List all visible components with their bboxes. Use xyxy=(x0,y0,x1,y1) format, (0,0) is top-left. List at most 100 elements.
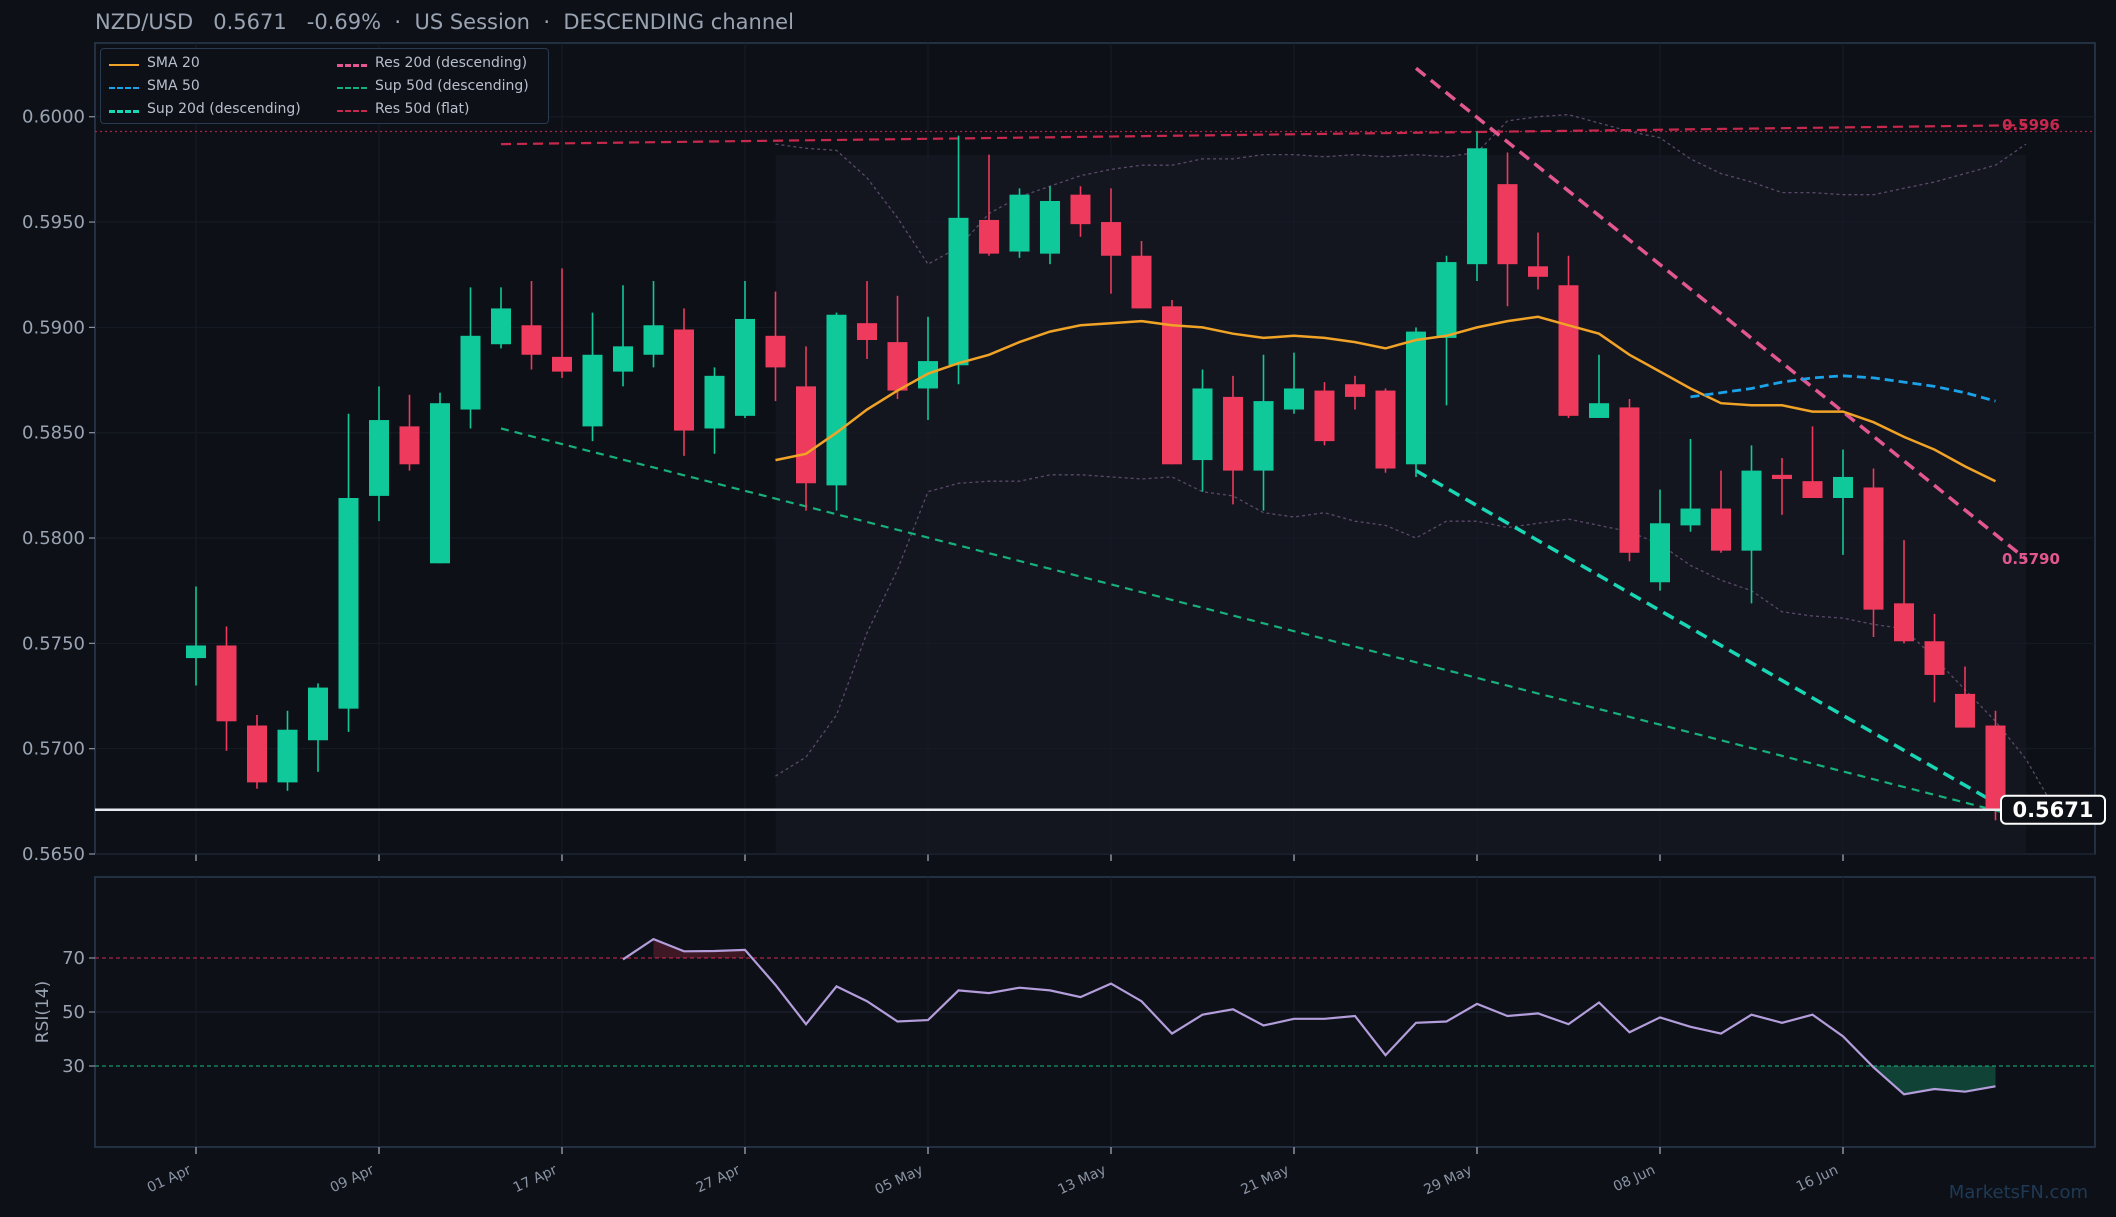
trendline-sup50 xyxy=(500,427,2027,820)
x-tick-label: 16 Jun xyxy=(1794,1162,1841,1195)
last-price-label: 0.5671 xyxy=(2012,798,2093,822)
candle-body xyxy=(1101,222,1121,256)
candle-body xyxy=(887,342,908,391)
sma20-line xyxy=(775,315,1997,483)
candle-body xyxy=(277,729,298,783)
brand-watermark: MarketsFN.com xyxy=(1948,1182,2088,1203)
candle-body xyxy=(1040,200,1060,254)
level-label-res50: 0.5996 xyxy=(2002,116,2060,134)
candle-body xyxy=(857,323,877,341)
candle-body xyxy=(1528,266,1548,277)
candle-body xyxy=(1253,401,1274,471)
header-change: -0.69% xyxy=(306,10,382,34)
legend-label: Res 20d (descending) xyxy=(375,55,528,71)
y-tick-label: 0.5850 xyxy=(22,423,85,444)
trendline-sup20 xyxy=(1415,469,2027,822)
legend-swatch xyxy=(109,64,139,66)
candle-body xyxy=(1467,148,1487,265)
candle-body xyxy=(399,426,420,465)
candle-body xyxy=(1436,262,1457,338)
candle-body xyxy=(1070,194,1091,225)
level-label-res20: 0.5790 xyxy=(2002,550,2060,568)
x-tick-label: 09 Apr xyxy=(328,1162,377,1196)
x-tick-label: 29 May xyxy=(1422,1162,1475,1198)
candle-body xyxy=(1131,255,1152,309)
rsi-axis-label: RSI(14) xyxy=(33,981,53,1044)
legend-swatch xyxy=(337,87,367,89)
candle-body xyxy=(643,325,664,355)
rsi-y-tick-label: 70 xyxy=(62,948,85,969)
candle-body xyxy=(552,356,572,372)
candle-body xyxy=(1802,481,1823,499)
candle-body xyxy=(216,645,237,722)
y-tick-label: 0.5750 xyxy=(22,633,85,654)
candle-body xyxy=(704,375,725,429)
candle-body xyxy=(1741,470,1762,551)
candle-body xyxy=(1650,523,1670,583)
last-price-tag xyxy=(2000,794,2106,825)
chart-legend: SMA 20 SMA 50 Sup 20d (descending) Res 2… xyxy=(100,48,549,124)
rsi-y-tick-label: 50 xyxy=(62,1002,85,1023)
y-tick-label: 0.5700 xyxy=(22,739,85,760)
candle-body xyxy=(491,308,511,345)
candle-body xyxy=(1680,508,1701,526)
candle-body xyxy=(1406,331,1426,465)
x-tick-label: 08 Jun xyxy=(1611,1162,1658,1195)
candle-body xyxy=(1314,390,1335,442)
y-tick-label: 0.5650 xyxy=(22,844,85,865)
candle-body xyxy=(1497,184,1518,265)
candle-body xyxy=(1985,725,2006,810)
candle-body xyxy=(186,645,206,659)
rsi-line xyxy=(622,937,1996,1096)
candle-body xyxy=(1345,384,1365,397)
candle-body xyxy=(1833,476,1853,499)
candle-body xyxy=(1162,306,1182,465)
legend-swatch xyxy=(337,64,367,67)
legend-label: Sup 50d (descending) xyxy=(375,78,529,94)
y-tick-label: 0.6000 xyxy=(22,107,85,128)
x-tick-label: 05 May xyxy=(873,1162,926,1198)
header-price: 0.5671 xyxy=(213,10,287,34)
candle-body xyxy=(826,314,847,486)
candle-body xyxy=(1924,641,1945,675)
candle-body xyxy=(1863,487,1884,610)
candle-body xyxy=(460,335,481,410)
candle-body xyxy=(1772,474,1792,480)
candle-body xyxy=(735,318,755,416)
y-tick-label: 0.5800 xyxy=(22,528,85,549)
candle-body xyxy=(1223,396,1243,471)
legend-swatch xyxy=(109,110,139,113)
candle-body xyxy=(1619,407,1640,553)
header-symbol: NZD/USD xyxy=(95,10,194,34)
x-tick-label: 17 Apr xyxy=(511,1162,560,1196)
x-tick-label: 01 Apr xyxy=(145,1162,194,1196)
candle-body xyxy=(247,725,267,783)
candle-body xyxy=(521,325,542,355)
x-tick-label: 13 May xyxy=(1056,1162,1109,1198)
candle-body xyxy=(1558,285,1579,416)
candle-body xyxy=(979,219,999,254)
bollinger-lower xyxy=(775,474,2058,813)
candle-body xyxy=(430,403,450,564)
header-session: US Session xyxy=(414,10,530,34)
candle-body xyxy=(308,687,328,741)
trendline-res20 xyxy=(1414,66,2028,561)
candle-body xyxy=(1375,390,1396,469)
candle-body xyxy=(338,498,359,709)
legend-label: Sup 20d (descending) xyxy=(147,101,301,117)
candle-body xyxy=(369,420,389,496)
bollinger-upper xyxy=(775,113,2027,266)
y-tick-label: 0.5950 xyxy=(22,212,85,233)
legend-label: SMA 50 xyxy=(147,78,200,94)
y-tick-label: 0.5900 xyxy=(22,317,85,338)
rsi-oversold-fill xyxy=(1873,1066,1996,1095)
candle-body xyxy=(1589,403,1609,418)
candle-body xyxy=(613,346,633,372)
header-separator: · xyxy=(543,10,551,34)
candle-body xyxy=(674,329,694,431)
header-separator: · xyxy=(394,10,402,34)
sma50-line xyxy=(1690,374,1996,403)
legend-swatch xyxy=(109,87,139,89)
legend-swatch xyxy=(337,110,367,112)
candle-body xyxy=(1955,693,1975,728)
